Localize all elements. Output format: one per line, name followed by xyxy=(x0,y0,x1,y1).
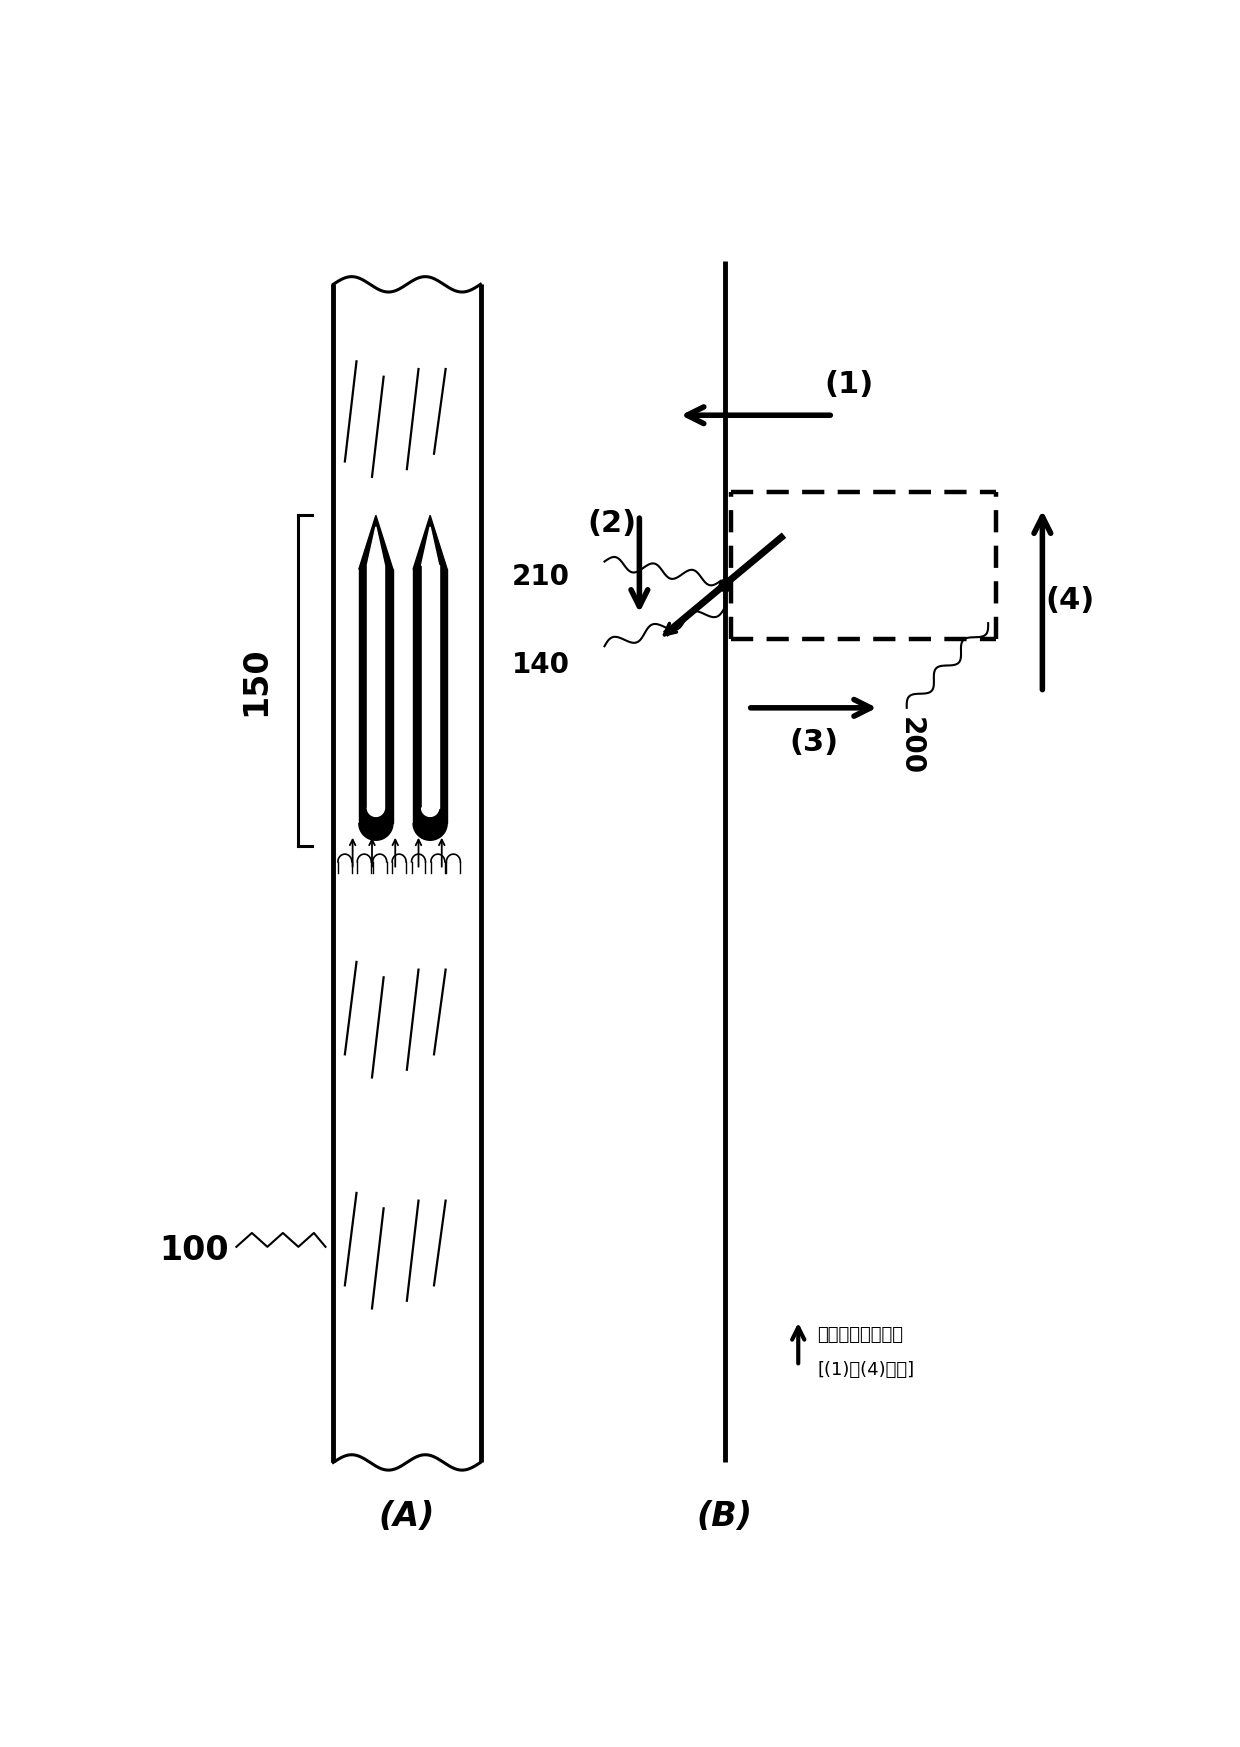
Text: 150: 150 xyxy=(239,646,273,716)
Text: 分繊機構移動方向: 分繊機構移動方向 xyxy=(817,1326,904,1345)
Polygon shape xyxy=(422,528,439,566)
Polygon shape xyxy=(358,823,393,840)
Polygon shape xyxy=(422,807,439,816)
Polygon shape xyxy=(367,528,384,566)
Text: (2): (2) xyxy=(588,508,637,538)
Polygon shape xyxy=(358,570,393,823)
Text: 140: 140 xyxy=(512,652,569,680)
Polygon shape xyxy=(413,515,448,570)
Polygon shape xyxy=(422,566,439,807)
Polygon shape xyxy=(413,823,448,840)
Text: (4): (4) xyxy=(1045,585,1094,615)
Text: 100: 100 xyxy=(159,1233,228,1267)
Text: (B): (B) xyxy=(697,1501,753,1532)
Polygon shape xyxy=(413,570,448,823)
Polygon shape xyxy=(367,566,384,807)
Text: (3): (3) xyxy=(789,728,838,756)
Text: (1): (1) xyxy=(825,370,873,398)
Text: 200: 200 xyxy=(897,718,925,776)
Text: [(1)～(4)重複]: [(1)～(4)重複] xyxy=(817,1361,915,1378)
Polygon shape xyxy=(367,807,384,816)
Text: (A): (A) xyxy=(378,1501,435,1532)
Polygon shape xyxy=(358,515,393,570)
Text: 210: 210 xyxy=(512,563,569,590)
